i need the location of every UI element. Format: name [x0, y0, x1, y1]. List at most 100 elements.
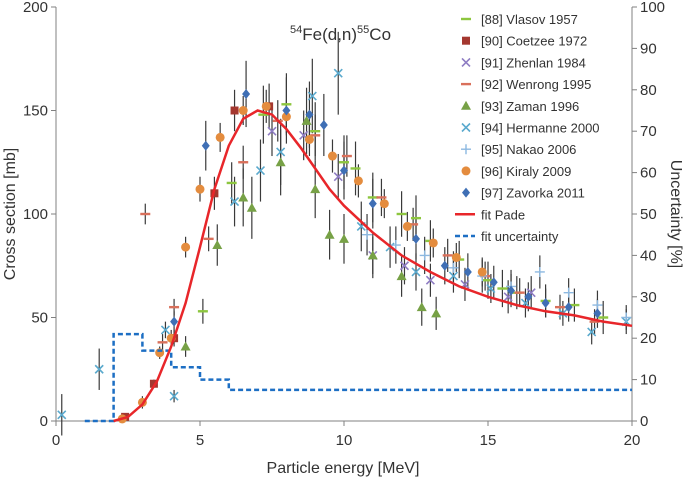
data-point-s8-p9	[440, 260, 449, 271]
data-point-s4-p9	[367, 250, 378, 260]
data-point-s7-p8	[261, 101, 271, 111]
data-point-s8-p6	[340, 165, 348, 176]
data-point-s8-p5	[319, 119, 328, 130]
data-point-s8-p0	[170, 316, 179, 327]
y2-tick-label-2: 20	[640, 330, 657, 347]
data-point-s2-p0	[267, 126, 277, 136]
y2-tick-label-8: 80	[640, 82, 657, 99]
data-point-s7-p13	[379, 199, 389, 209]
legend-label-8: [97] Zavorka 2011	[481, 186, 585, 201]
y2-tick-labels: 0 10 20 30 40 50 60 70 80 90 100	[640, 0, 665, 430]
data-point-s4-p6	[310, 184, 321, 194]
data-point-s5-p11	[411, 267, 421, 277]
chart-title: 54Fe(d,n)55Co	[290, 24, 391, 44]
data-point-s5-p12	[448, 271, 459, 281]
data-point-s6-p9	[621, 312, 632, 323]
data-point-s5-p1	[94, 364, 104, 374]
data-point-s4-p1	[212, 240, 223, 250]
data-point-s8-p13	[524, 291, 533, 302]
y-tick-label-4: 200	[23, 0, 48, 16]
data-point-s7-p11	[327, 151, 337, 161]
data-point-s8-p2	[242, 88, 251, 99]
y-tick-label-1: 50	[31, 310, 48, 327]
data-point-s4-p3	[246, 202, 257, 212]
legend-label-fit: fit Pade	[481, 207, 525, 222]
data-point-s4-p12	[431, 308, 442, 318]
data-point-s6-p2	[419, 250, 430, 261]
title-part-1: Fe(d,n)	[302, 25, 357, 44]
data-point-s8-p12	[507, 285, 516, 296]
legend-label-3: [92] Wenrong 1995	[481, 77, 591, 92]
data-point-s5-p8	[333, 68, 343, 78]
data-point-s7-p17	[477, 267, 487, 277]
y-tick-label-3: 150	[23, 103, 48, 120]
data-point-s7-p12	[353, 176, 363, 186]
legend-marker-6	[461, 144, 471, 155]
data-point-s4-p10	[396, 271, 407, 281]
legend-marker-1	[462, 36, 470, 45]
fit-pade-line	[113, 109, 633, 423]
title-superscript-b: 55	[357, 24, 369, 36]
y-tick-label-2: 100	[23, 206, 48, 223]
data-point-s5-p2	[160, 325, 171, 335]
legend-label-6: [95] Nakao 2006	[481, 142, 576, 157]
data-point-s6-p7	[563, 287, 574, 298]
x-tick-marks	[55, 421, 633, 426]
legend-marker-2	[461, 57, 471, 67]
data-point-s7-p16	[451, 252, 461, 262]
axes	[51, 6, 637, 426]
y2-tick-label-1: 10	[640, 372, 657, 389]
data-point-s6-p1	[390, 240, 401, 251]
y2-tick-label-0: 0	[640, 413, 648, 430]
data-point-s7-p9	[281, 112, 291, 122]
data-point-s5-p6	[276, 147, 286, 157]
y2-tick-label-6: 60	[640, 165, 657, 182]
legend-label-uncertainty: fit uncertainty	[481, 229, 559, 244]
y2-tick-label-4: 40	[640, 247, 657, 264]
data-point-s6-p0	[362, 229, 373, 240]
x-tick-label-0: 0	[52, 432, 60, 449]
legend-label-0: [88] Vlasov 1957	[481, 12, 578, 27]
x-tick-label-1: 5	[196, 432, 204, 449]
legend-marker-5	[461, 122, 471, 133]
legend-label-5: [94] Hermanne 2000	[481, 121, 600, 136]
data-point-s4-p0	[180, 341, 191, 351]
y2-tick-label-3: 30	[640, 289, 657, 306]
x-tick-label-4: 20	[624, 432, 641, 449]
data-point-s1-p1	[149, 379, 158, 388]
data-markers	[57, 68, 632, 424]
data-point-s5-p7	[307, 91, 317, 101]
y2-axis-label: Uncertainty [%]	[667, 160, 684, 268]
data-point-s5-p5	[255, 165, 266, 176]
data-point-s8-p7	[368, 198, 377, 209]
y-tick-marks	[51, 6, 56, 422]
data-point-s4-p4	[275, 157, 286, 167]
y-axis-label: Cross section [mb]	[2, 148, 19, 280]
data-point-s4-p2	[238, 192, 249, 202]
data-point-s5-p3	[169, 391, 179, 401]
y2-tick-label-10: 100	[640, 0, 665, 16]
data-point-s8-p1	[201, 140, 210, 151]
data-point-s7-p5	[195, 184, 205, 194]
data-point-s7-p14	[402, 221, 412, 231]
data-point-s8-p11	[489, 277, 498, 288]
x-tick-labels: 0 5 10 15 20	[52, 432, 641, 449]
title-superscript-a: 54	[290, 24, 302, 36]
data-point-s5-p0	[57, 410, 67, 420]
legend-label-7: [96] Kiraly 2009	[481, 164, 571, 179]
data-point-s2-p4	[399, 261, 410, 271]
data-point-s4-p5	[301, 115, 312, 125]
data-point-s6-p3	[448, 262, 459, 273]
data-point-s7-p6	[215, 132, 225, 142]
x-tick-label-2: 10	[336, 432, 353, 449]
data-point-s2-p2	[333, 172, 343, 182]
data-point-s1-p4	[230, 106, 239, 115]
y-tick-labels: 0 50 100 150 200	[23, 0, 48, 430]
data-point-s5-p4	[229, 197, 240, 207]
y2-tick-label-5: 50	[640, 206, 657, 223]
data-point-s8-p14	[541, 298, 550, 309]
legend-marker-8	[462, 187, 470, 198]
x-axis-label: Particle energy [MeV]	[267, 460, 420, 477]
data-point-s7-p15	[428, 238, 438, 248]
data-point-s4-p7	[324, 229, 335, 239]
